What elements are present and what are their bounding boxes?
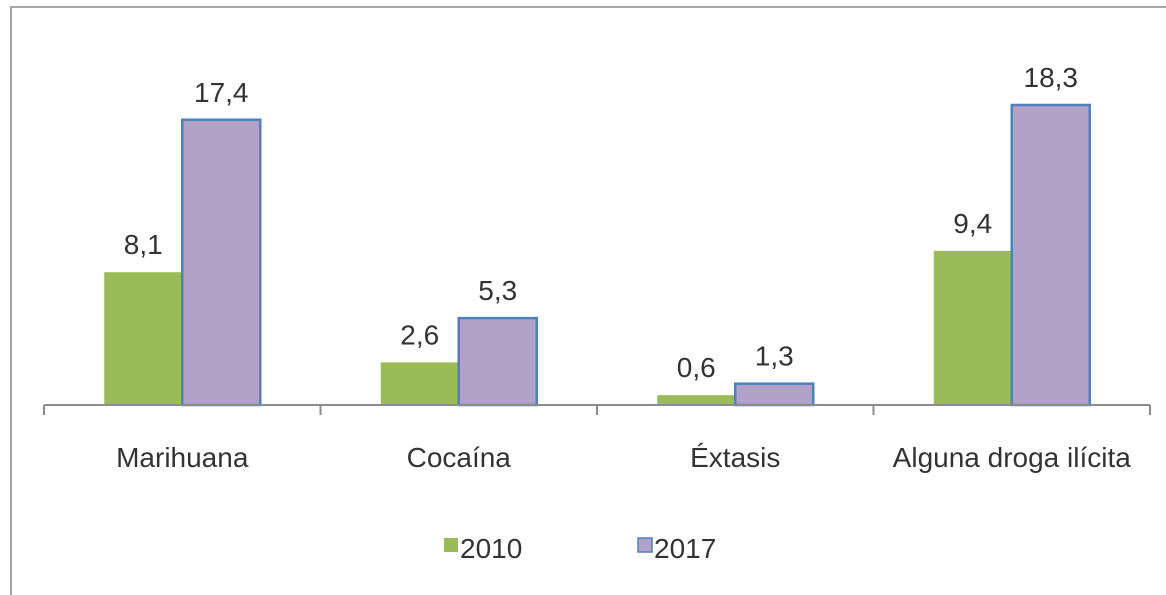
bar-2010-3 bbox=[933, 250, 1012, 405]
category-label-1: Cocaína bbox=[407, 442, 512, 473]
value-label-2010-1: 2,6 bbox=[400, 319, 439, 350]
bar-2017-1 bbox=[457, 316, 538, 407]
value-label-2010-0: 8,1 bbox=[124, 229, 163, 260]
legend: 2010 2017 bbox=[444, 533, 716, 564]
bar-2010-2 bbox=[657, 395, 736, 405]
value-label-2017-3: 18,3 bbox=[1024, 62, 1079, 93]
value-label-2017-1: 5,3 bbox=[478, 275, 517, 306]
value-label-2010-2: 0,6 bbox=[677, 352, 716, 383]
value-label-2017-0: 17,4 bbox=[194, 77, 249, 108]
value-label-2010-3: 9,4 bbox=[953, 208, 992, 239]
legend-swatch-2017 bbox=[637, 537, 653, 553]
legend-swatch-2010 bbox=[444, 538, 458, 552]
category-label-0: Marihuana bbox=[116, 442, 249, 473]
bar-2010-1 bbox=[380, 362, 459, 405]
bar-2010-0 bbox=[104, 272, 183, 405]
bars-layer bbox=[104, 103, 1091, 407]
value-label-2017-2: 1,3 bbox=[755, 341, 794, 372]
bar-2017-0 bbox=[181, 118, 262, 407]
category-labels-layer: Marihuana Cocaína Éxtasis Alguna droga ilíc… bbox=[116, 442, 1131, 473]
value-labels-layer: 8,1 17,4 2,6 5,3 0,6 1,3 9,4 18,3 bbox=[124, 62, 1078, 383]
legend-label-2017: 2017 bbox=[654, 533, 716, 564]
x-axis bbox=[43, 404, 1151, 415]
chart-frame bbox=[10, 6, 1166, 595]
bar-2017-3 bbox=[1010, 103, 1091, 407]
legend-label-2010: 2010 bbox=[460, 533, 522, 564]
bar-2017-2 bbox=[734, 382, 815, 407]
category-label-3: Alguna droga ilícita bbox=[893, 442, 1132, 473]
category-label-2: Éxtasis bbox=[690, 442, 780, 473]
